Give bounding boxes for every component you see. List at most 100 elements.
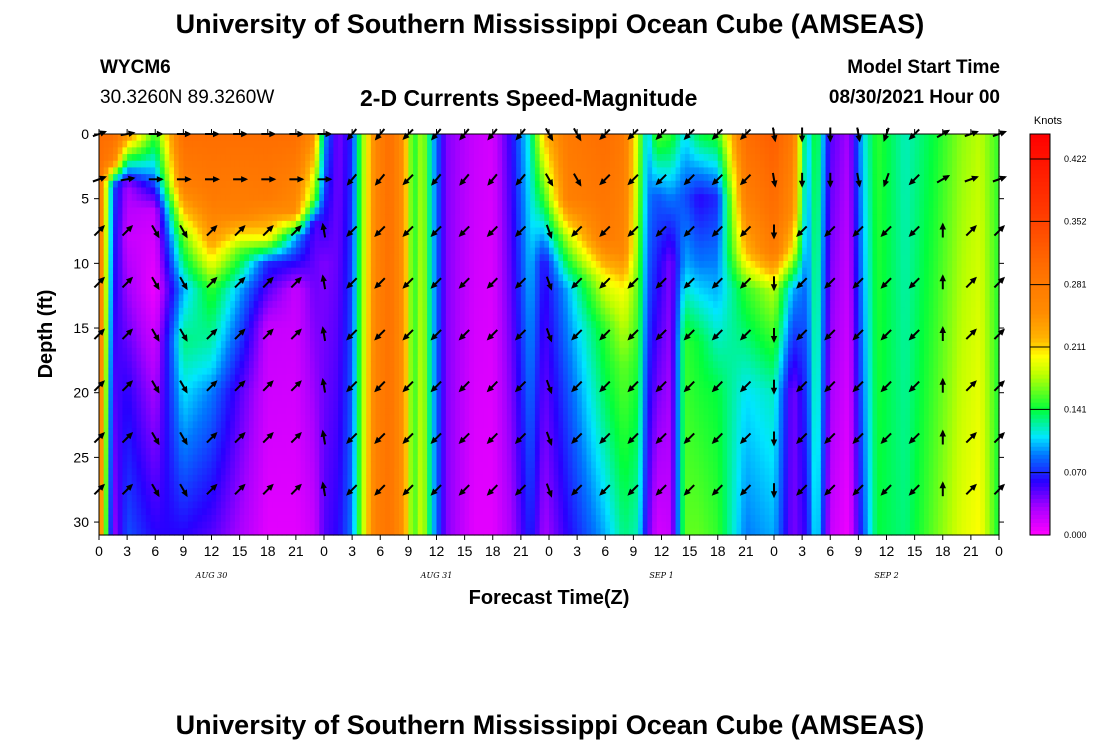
heat-cell xyxy=(249,387,255,396)
heat-cell xyxy=(136,214,142,222)
heat-cell xyxy=(445,294,452,302)
heat-cell xyxy=(220,294,227,302)
heat-cell xyxy=(309,294,316,302)
heat-cell xyxy=(272,501,278,509)
heat-cell xyxy=(192,387,199,396)
heat-cell xyxy=(192,354,199,362)
heat-cell xyxy=(422,508,428,516)
heat-cell xyxy=(258,401,264,409)
heat-cell xyxy=(375,314,381,322)
heat-cell xyxy=(436,321,442,329)
heat-cell xyxy=(197,260,203,269)
heat-cell xyxy=(174,174,180,182)
heat-cell xyxy=(145,394,152,402)
heat-cell xyxy=(441,154,447,162)
heat-cell xyxy=(258,521,264,529)
heat-cell xyxy=(103,361,109,369)
heat-cell xyxy=(225,514,231,523)
heat-cell xyxy=(445,134,452,142)
heat-cell xyxy=(127,488,133,496)
heat-cell xyxy=(150,260,156,269)
heat-cell xyxy=(427,160,433,169)
heat-cell xyxy=(286,394,292,402)
heat-cell xyxy=(192,207,199,215)
heat-cell xyxy=(394,347,400,356)
heat-cell xyxy=(244,374,250,382)
heat-cell xyxy=(441,301,447,309)
heat-cell xyxy=(174,200,180,209)
heat-cell xyxy=(239,448,245,456)
heat-cell xyxy=(286,488,292,496)
heat-cell xyxy=(431,327,438,336)
heat-cell xyxy=(389,468,395,476)
heat-cell xyxy=(305,160,311,169)
heat-cell xyxy=(117,481,124,489)
heat-cell xyxy=(295,514,302,523)
heat-cell xyxy=(384,174,391,182)
heat-cell xyxy=(230,140,236,148)
heat-cell xyxy=(131,414,138,422)
heat-cell xyxy=(141,521,147,529)
heat-cell xyxy=(286,200,292,209)
heat-cell xyxy=(408,254,414,262)
heat-cell xyxy=(474,448,480,456)
heat-cell xyxy=(267,301,274,309)
heat-cell xyxy=(183,160,189,169)
heat-cell xyxy=(441,421,447,429)
heat-cell xyxy=(291,174,297,182)
heat-cell xyxy=(220,260,227,269)
heat-cell xyxy=(370,414,377,422)
heat-cell xyxy=(225,508,231,516)
heat-cell xyxy=(305,347,311,356)
heat-cell xyxy=(342,374,349,382)
heat-cell xyxy=(230,441,236,449)
heat-cell xyxy=(417,461,424,469)
heat-cell xyxy=(178,174,184,182)
heat-cell xyxy=(225,187,231,195)
heat-cell xyxy=(277,240,283,249)
heat-cell xyxy=(108,408,114,416)
heat-cell xyxy=(234,448,241,456)
heat-cell xyxy=(352,508,358,516)
heat-cell xyxy=(159,494,166,503)
heat-cell xyxy=(474,414,480,422)
heat-cell xyxy=(403,234,409,242)
heat-cell xyxy=(230,481,236,489)
heat-cell xyxy=(211,508,217,516)
heat-cell xyxy=(469,174,475,182)
heat-cell xyxy=(427,167,433,175)
heat-cell xyxy=(211,401,217,409)
heat-cell xyxy=(478,154,484,162)
heat-cell xyxy=(183,154,189,162)
heat-cell xyxy=(174,160,180,169)
heat-cell xyxy=(478,254,484,262)
heat-cell xyxy=(188,200,194,209)
heat-cell xyxy=(399,408,405,416)
heat-cell xyxy=(370,468,377,476)
heat-cell xyxy=(394,147,400,155)
heat-cell xyxy=(131,147,138,155)
heat-cell xyxy=(169,394,175,402)
heat-cell xyxy=(188,461,194,469)
heat-cell xyxy=(239,187,245,195)
heat-cell xyxy=(230,314,236,322)
heat-cell xyxy=(352,334,358,342)
heat-cell xyxy=(356,314,363,322)
heat-cell xyxy=(469,147,475,155)
heat-cell xyxy=(295,387,302,396)
heat-cell xyxy=(445,140,452,148)
heat-cell xyxy=(375,508,381,516)
heat-cell xyxy=(455,287,461,295)
heat-cell xyxy=(150,187,156,195)
heat-cell xyxy=(361,267,367,275)
heat-cell xyxy=(291,194,297,202)
heat-cell xyxy=(258,207,264,215)
heat-cell xyxy=(234,167,241,175)
heat-cell xyxy=(267,347,274,356)
heat-cell xyxy=(267,160,274,169)
heat-cell xyxy=(291,514,297,523)
heat-cell xyxy=(117,260,124,269)
heat-cell xyxy=(464,461,470,469)
heat-cell xyxy=(455,334,461,342)
heat-cell xyxy=(445,354,452,362)
